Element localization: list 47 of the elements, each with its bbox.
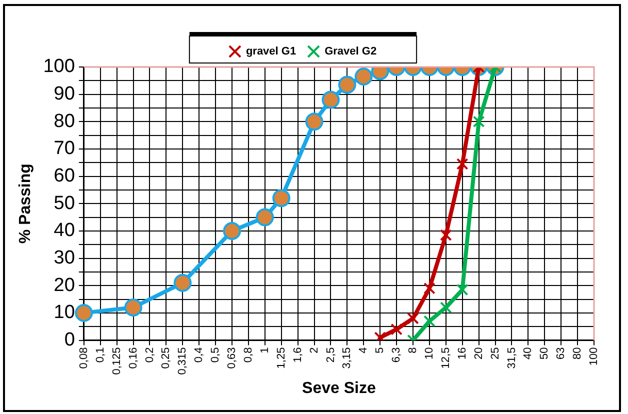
x-tick-label: 0,8 [242, 347, 254, 363]
y-tick-label: 30 [54, 248, 75, 269]
x-tick-label: 16 [456, 347, 468, 360]
x-tick-label: 8 [407, 347, 420, 354]
legend-label: Gravel G2 [324, 46, 377, 58]
legend-label: gravel G1 [246, 46, 296, 58]
x-axis-title: Seve Size [302, 380, 376, 397]
x-tick-label: 0,125 [110, 347, 123, 375]
x-tick-label: 0,2 [144, 347, 156, 363]
x-tick-label: 0,08 [78, 347, 90, 369]
x-tick-label: 2,5 [324, 347, 337, 363]
y-tick-label: 80 [54, 110, 75, 132]
y-tick-label: 50 [54, 192, 75, 214]
y-tick-label: 60 [54, 166, 75, 187]
x-tick-label: 0,5 [210, 347, 222, 363]
x-tick-label: 0,315 [176, 347, 189, 375]
y-tick-label: 90 [54, 84, 75, 105]
x-tick-label: 0,63 [226, 347, 238, 369]
y-tick-label: 40 [54, 220, 75, 242]
x-tick-label: 0,25 [160, 347, 172, 369]
x-tick-label: 0,4 [193, 347, 206, 363]
x-tick-label: 50 [538, 347, 551, 360]
x-tick-label: 12,5 [440, 347, 452, 369]
x-tick-label: 5 [374, 347, 386, 354]
y-axis-title: % Passing [17, 164, 34, 244]
x-tick-label: 1,6 [292, 347, 304, 363]
x-tick-label: 0,16 [127, 347, 140, 369]
x-tick-label: 6,3 [390, 347, 403, 363]
x-tick-label: 25 [489, 347, 502, 360]
x-tick-label: 80 [572, 347, 584, 360]
x-tick-label: 40 [522, 347, 534, 360]
x-tick-label: 31,5 [506, 347, 518, 369]
y-tick-label: 10 [54, 302, 75, 324]
y-tick-label: 0 [64, 330, 75, 351]
y-tick-label: 70 [54, 138, 75, 160]
x-tick-label: 1,25 [275, 347, 288, 369]
x-tick-label: 20 [472, 347, 485, 360]
x-tick-label: 1 [258, 347, 271, 354]
x-tick-label: 100 [588, 347, 600, 366]
y-tick-label: 100 [43, 56, 75, 78]
x-tick-label: 4 [358, 347, 370, 354]
x-tick-label: 63 [555, 347, 568, 360]
x-tick-label: 10 [423, 347, 436, 360]
x-tick-label: 2 [308, 347, 320, 354]
y-tick-label: 20 [54, 274, 75, 296]
x-tick-label: 0,1 [94, 347, 106, 363]
x-tick-label: 3,15 [341, 347, 354, 369]
